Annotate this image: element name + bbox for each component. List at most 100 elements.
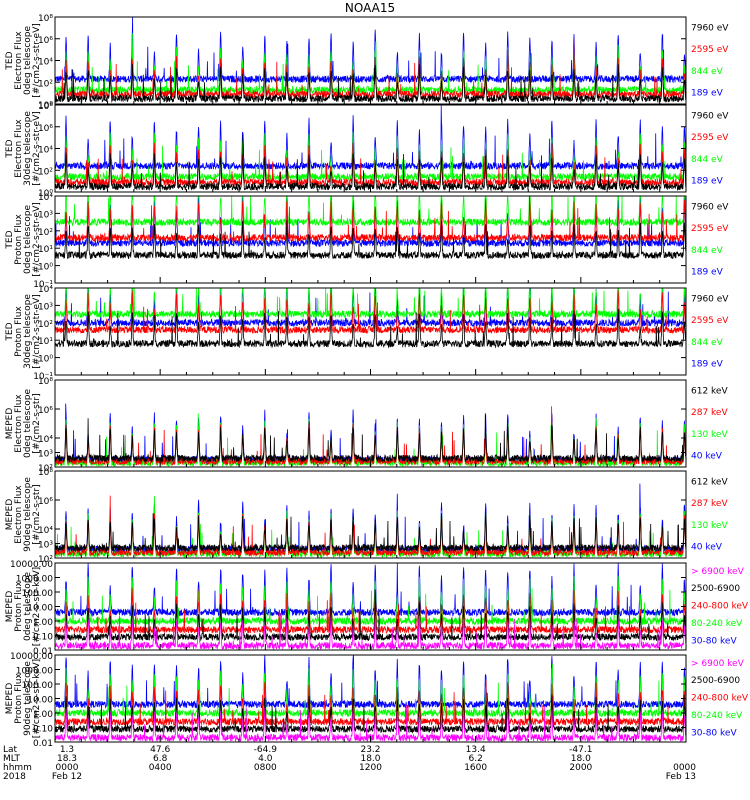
y-axis-label: TED Electron Flux 0deg telescope [#/cm2-s-s… [5, 23, 42, 98]
y-axis-label-line: Electron Flux [14, 119, 24, 178]
y-axis-label-line: [#/cm2-s-str-eV] [32, 111, 42, 186]
x-tick-label: 1.3 [60, 745, 74, 755]
panel-7: 10000.001000.00100.0010.001.000.100.01ME… [5, 560, 749, 657]
x-tick-label: 0000 [56, 763, 79, 773]
trace-red [55, 196, 686, 243]
y-tick-label: 1000.00 [16, 667, 53, 677]
y-tick-label: 10⁴ [38, 193, 53, 203]
y-tick-label: 10² [38, 464, 53, 474]
y-axis-label-line: [#/cm2-s-str-eV] [32, 23, 42, 98]
legend-entry: 2500-6900 [691, 584, 740, 594]
y-tick-label: 10.00 [27, 696, 53, 706]
y-axis-label-line: Electron Flux [14, 485, 24, 544]
trace-green [55, 575, 686, 626]
legend-entry: 40 keV [691, 543, 723, 553]
y-tick-label: 100.00 [22, 589, 54, 599]
y-axis-label-line: 90deg telescope [23, 477, 33, 552]
y-tick-label: 0.01 [33, 647, 53, 657]
y-tick-label: 1.00 [33, 618, 53, 628]
y-axis-label-line: [#/cm2-s-str] [32, 393, 42, 453]
y-tick-label: 10³ [38, 541, 53, 551]
y-tick-label: 10⁰ [38, 355, 53, 365]
x-tick-label: 1200 [359, 763, 382, 773]
y-tick-label: 100.00 [22, 681, 54, 691]
y-axis-label-line: 90deg telescope [23, 661, 33, 736]
panel-1: 10⁸ 10⁶ 10⁴ 10² 10⁰ TED Electron Flux 0deg tele… [5, 14, 729, 111]
y-tick-label: 1.00 [33, 710, 53, 720]
panel-4: 10⁴ 10³ 10² 10¹ 10⁰ 10⁻¹ TED Proton Flux 30deg t… [5, 285, 729, 382]
y-tick-label: 10000.00 [10, 560, 53, 570]
trace-black [55, 413, 686, 464]
x-tick-label: -47.1 [569, 745, 592, 755]
y-axis-label: TED Electron Flux 30deg telescope [#/cm2-s-… [5, 111, 42, 186]
trace-green [55, 288, 686, 319]
legend-entry: 130 keV [691, 430, 728, 440]
y-axis-label-line: 30deg telescope [23, 111, 33, 186]
y-tick-label: 10⁰ [38, 189, 53, 199]
y-tick-label: 10⁻¹ [33, 280, 53, 290]
legend-entry: 130 keV [691, 521, 728, 531]
y-axis-label: TED Proton Flux 0deg telescope [#/cm2-s-str… [5, 202, 42, 277]
x-tick-label: -64.9 [254, 745, 278, 755]
legend-entry: 240-800 keV [691, 694, 749, 704]
x-tick-label: 18.0 [571, 754, 591, 764]
y-tick-label: 0.10 [33, 633, 53, 643]
y-tick-label: 10² [38, 320, 53, 330]
y-axis-label: TED Proton Flux 30deg telescope [#/cm2-s-st… [5, 294, 42, 369]
y-axis-label-line: MEPED [5, 591, 15, 623]
trace-blue [55, 403, 686, 465]
x-tick-label: 1600 [464, 763, 487, 773]
panel-traces [55, 196, 686, 260]
panel-6: 10⁸ 10⁶ 10⁴ 10³ 10² MEPED Electron Flux 90deg t… [5, 468, 728, 565]
legend-entry: 7960 eV [691, 202, 729, 212]
y-tick-label: 10³ [38, 302, 53, 312]
legend-entry: 80-240 keV [691, 711, 743, 721]
y-tick-label: 10⁻¹ [33, 372, 53, 382]
panel-traces [55, 655, 686, 742]
chart-title: NOAA15 [345, 1, 395, 15]
x-tick-label: 2000 [569, 763, 592, 773]
legend-entry: 80-240 keV [691, 619, 743, 629]
legend-entry: 612 keV [691, 477, 728, 487]
y-tick-label: 10² [38, 79, 53, 89]
x-row-label: hhmm [3, 763, 32, 773]
legend-entry: 2595 eV [691, 45, 729, 55]
trace-black [55, 512, 686, 553]
x-row-label: 2018 [3, 772, 26, 782]
y-axis-label-line: MEPED [5, 408, 15, 440]
trace-blue [55, 196, 686, 248]
trace-red [55, 680, 686, 727]
y-tick-label: 10⁶ [38, 124, 53, 134]
y-tick-label: 10¹ [38, 337, 53, 347]
y-axis-label: MEPED Electron Flux 90deg telescope [#/cm2-… [5, 477, 42, 552]
y-axis-label-line: Electron Flux [14, 31, 24, 90]
legend-entry: 7960 eV [691, 23, 729, 33]
y-tick-label: 0.01 [33, 739, 53, 749]
panel-traces [55, 563, 686, 650]
legend-entry: 287 keV [691, 499, 728, 509]
y-tick-label: 10⁴ [38, 146, 53, 156]
legend-entry: 2595 eV [691, 316, 729, 326]
y-axis-label-line: TED [5, 230, 15, 249]
legend-entry: 189 eV [691, 268, 724, 278]
y-tick-label: 10⁴ [38, 435, 53, 445]
legend-entry: 7960 eV [691, 294, 729, 304]
y-axis-label: MEPED Proton Flux 0deg telescope [#/cm2-s-s… [5, 567, 42, 646]
y-axis-label-line: Proton Flux [14, 306, 24, 357]
y-axis-label-line: Proton Flux [14, 581, 24, 632]
legend-entry: 2500-6900 [691, 676, 740, 686]
x-row-label: MLT [3, 754, 21, 764]
legend-entry: 189 eV [691, 360, 724, 370]
y-axis-label-line: MEPED [5, 683, 15, 715]
x-tick-label: 0000 [673, 763, 696, 773]
y-tick-label: 10³ [38, 210, 53, 220]
y-tick-label: 10¹ [38, 245, 53, 255]
y-tick-label: 10⁰ [38, 263, 53, 273]
legend-entry: 30-80 keV [691, 728, 737, 738]
panel-traces [55, 483, 686, 558]
y-tick-label: 10⁶ [38, 497, 53, 507]
y-axis-label-line: TED [5, 322, 15, 341]
trace-green [55, 33, 686, 95]
legend-entry: 7960 eV [691, 111, 729, 121]
